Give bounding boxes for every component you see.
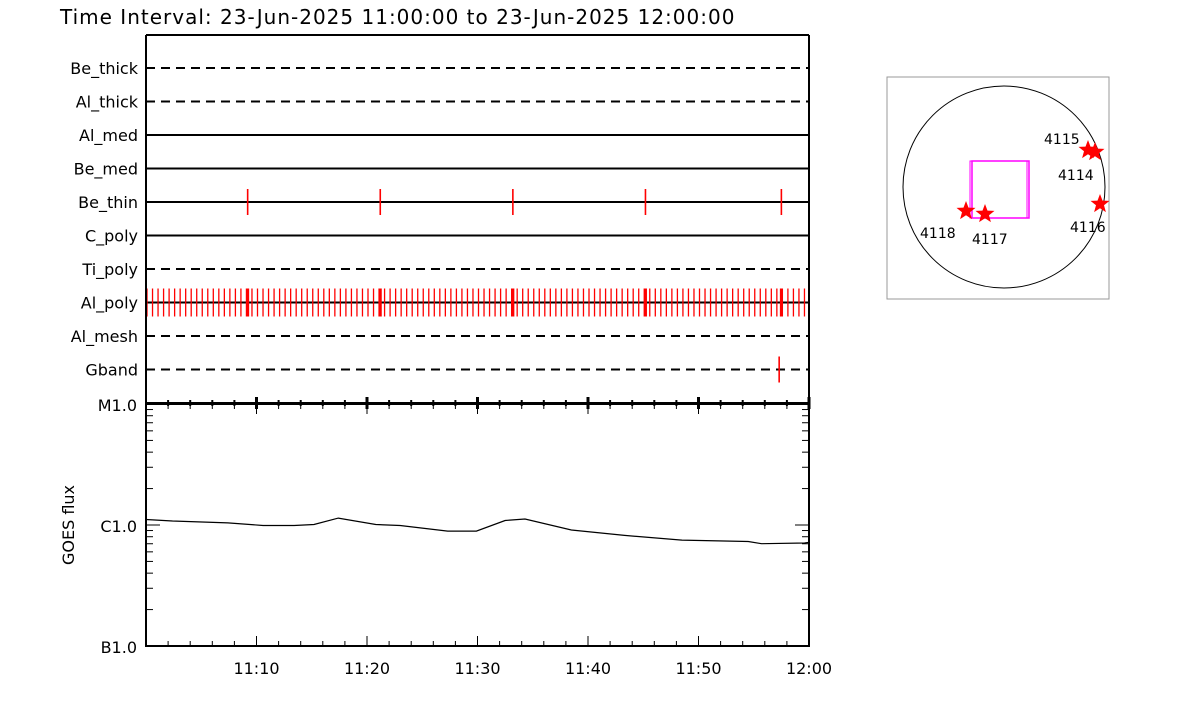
goes-x-tick-label: 11:30 <box>454 659 500 678</box>
active-region-label: 4118 <box>920 226 956 242</box>
goes-x-tick-label: 11:20 <box>344 659 390 678</box>
active-region-star <box>956 201 976 220</box>
row-label-be_thin: Be_thin <box>78 193 138 213</box>
goes-flux-line <box>145 517 810 545</box>
row-label-be_thick: Be_thick <box>70 59 138 79</box>
map-frame <box>886 76 1110 300</box>
goes-y-axis-label: GOES flux <box>59 485 78 565</box>
goes-x-tick-label: 11:10 <box>233 659 279 678</box>
row-label-al_thick: Al_thick <box>76 93 139 113</box>
goes-x-tick-label: 11:40 <box>565 659 611 678</box>
chart-title: Time Interval: 23-Jun-2025 11:00:00 to 2… <box>59 5 735 29</box>
active-region-star <box>975 204 995 223</box>
row-label-c_poly: C_poly <box>85 227 138 247</box>
filter-timeline-panel: Be_thick Al_thick Al_med Be_med Be_thin C_pol… <box>70 34 811 409</box>
goes-y-tick-label: C1.0 <box>100 517 137 536</box>
goes-x-tick-label: 12:00 <box>786 659 832 678</box>
solar-disk-map: 4118 4117 4115 4114 4116 <box>886 76 1110 300</box>
row-label-al_poly: Al_poly <box>81 294 138 314</box>
row-label-be_med: Be_med <box>74 160 138 180</box>
active-region-label: 4115 <box>1044 132 1080 148</box>
goes-y-tick-label: M1.0 <box>98 396 137 415</box>
solar-limb <box>902 85 1106 289</box>
goes-x-tick-label: 11:50 <box>675 659 721 678</box>
active-region-label: 4116 <box>1070 220 1106 236</box>
row-label-al_mesh: Al_mesh <box>71 327 138 347</box>
active-region-star <box>1085 142 1105 161</box>
active-region-label: 4114 <box>1058 168 1094 184</box>
row-label-al_med: Al_med <box>79 126 138 146</box>
active-region-label: 4117 <box>972 232 1008 248</box>
active-region-star <box>1090 194 1110 213</box>
row-label-gband: Gband <box>85 361 138 380</box>
xrt-fov-box <box>971 160 1030 219</box>
goes-flux-panel: B1.0 C1.0 M1.0 GOES flux 11:10 11:20 11:30 11:4… <box>59 396 832 678</box>
goes-frame <box>145 403 810 647</box>
row-label-ti_poly: Ti_poly <box>81 260 138 280</box>
xrt-fov-box <box>969 160 1028 219</box>
goes-y-tick-label: B1.0 <box>101 638 137 657</box>
